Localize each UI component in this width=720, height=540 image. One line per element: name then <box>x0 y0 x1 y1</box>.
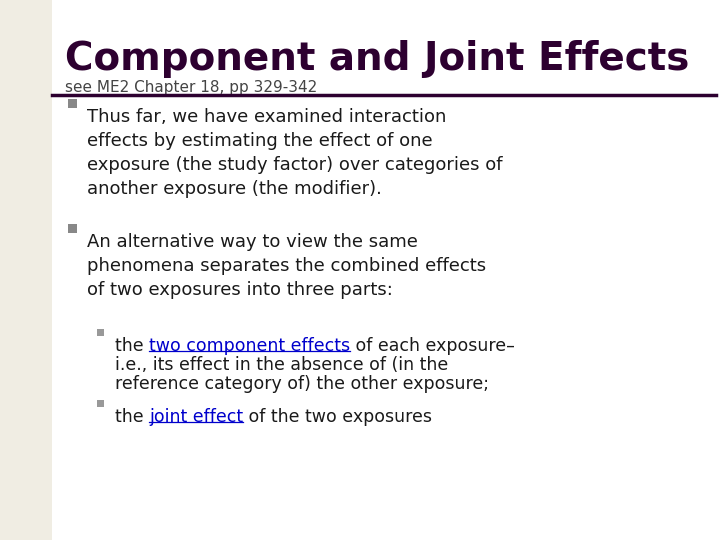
Text: Thus far, we have examined interaction
effects by estimating the effect of one
e: Thus far, we have examined interaction e… <box>87 108 503 198</box>
Text: reference category of) the other exposure;: reference category of) the other exposur… <box>115 375 489 393</box>
Text: joint effect: joint effect <box>149 408 243 426</box>
Bar <box>68 224 76 233</box>
Bar <box>68 98 76 107</box>
Text: An alternative way to view the same
phenomena separates the combined effects
of : An alternative way to view the same phen… <box>87 233 486 299</box>
Text: see ME2 Chapter 18, pp 329-342: see ME2 Chapter 18, pp 329-342 <box>65 80 318 95</box>
Text: of each exposure–: of each exposure– <box>350 337 515 355</box>
Text: the: the <box>115 337 149 355</box>
Text: Component and Joint Effects: Component and Joint Effects <box>65 40 689 78</box>
Text: two component effects: two component effects <box>149 337 350 355</box>
Bar <box>0 0 52 540</box>
Text: the: the <box>115 408 149 426</box>
Bar <box>96 328 104 335</box>
Text: i.e., its effect in the absence of (in the: i.e., its effect in the absence of (in t… <box>115 356 449 374</box>
Text: of the two exposures: of the two exposures <box>243 408 432 426</box>
Bar <box>96 400 104 407</box>
